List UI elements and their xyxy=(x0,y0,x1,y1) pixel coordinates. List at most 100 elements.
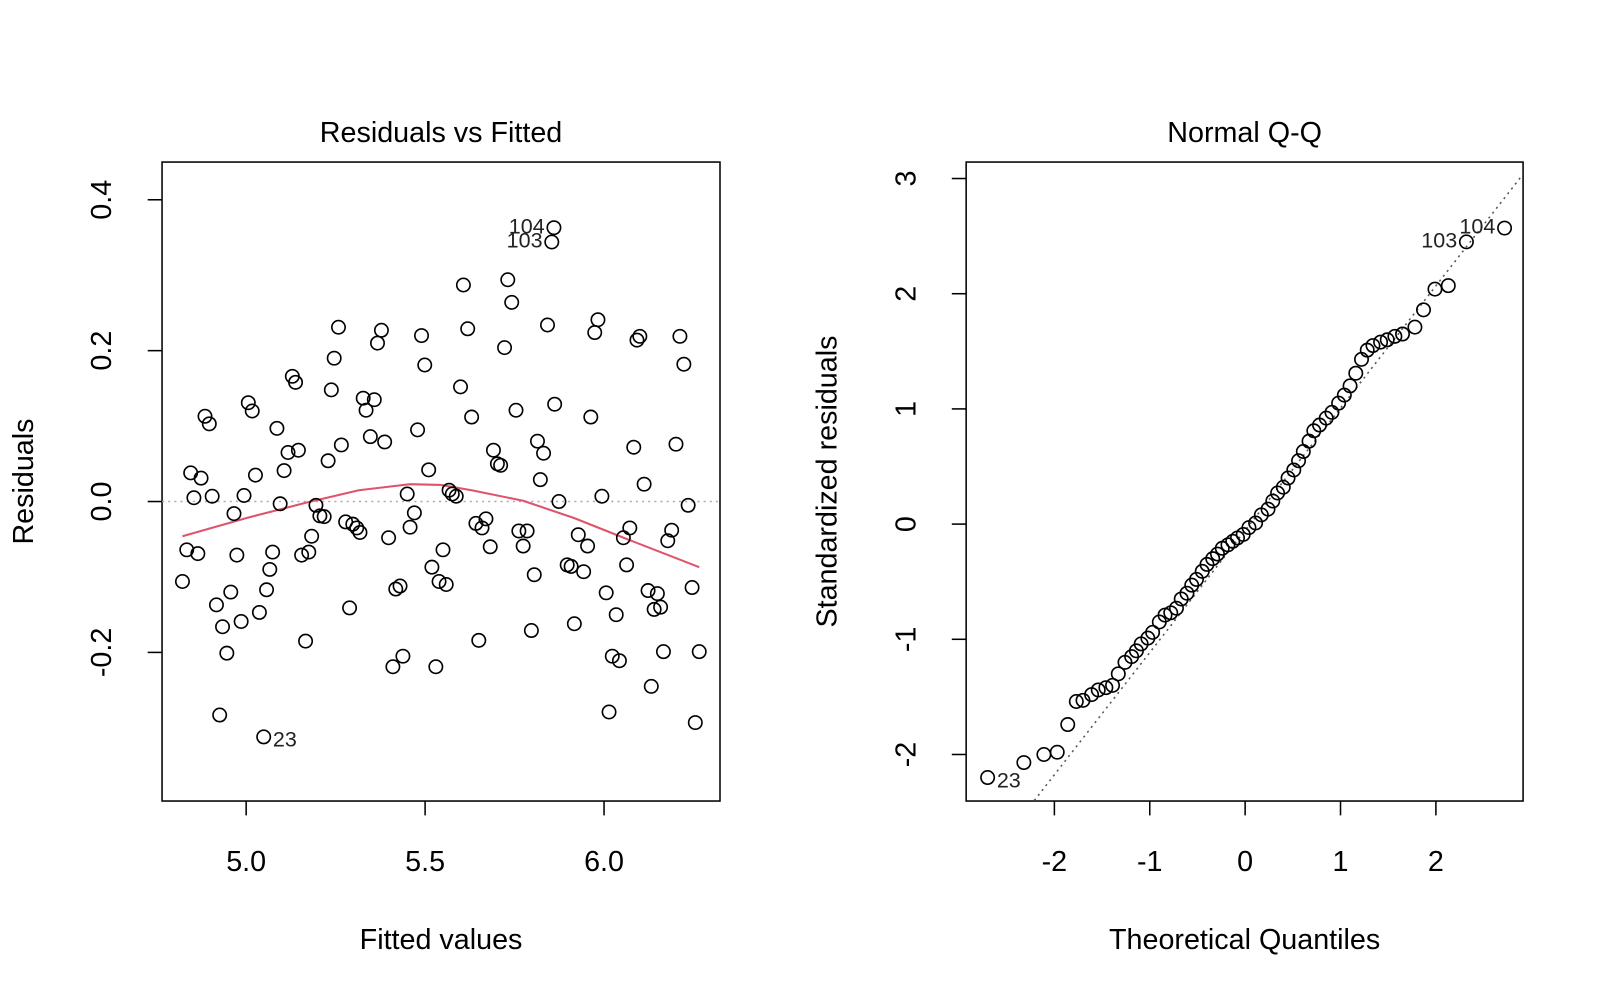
point xyxy=(1068,694,1084,709)
point xyxy=(482,539,498,555)
point xyxy=(1205,551,1221,567)
point xyxy=(208,597,224,613)
point xyxy=(331,319,346,335)
point xyxy=(373,322,389,338)
point xyxy=(684,580,700,596)
point xyxy=(262,561,278,577)
point xyxy=(1110,666,1126,682)
point xyxy=(244,403,260,419)
y-tick-label: -1 xyxy=(890,627,922,653)
point xyxy=(345,516,361,532)
point xyxy=(316,509,332,525)
point xyxy=(301,544,317,560)
point xyxy=(320,453,336,469)
point xyxy=(598,585,614,601)
point xyxy=(288,374,304,390)
point xyxy=(370,335,385,351)
point xyxy=(298,633,314,649)
point xyxy=(672,328,688,344)
point xyxy=(438,577,454,593)
point-label: 103 xyxy=(1421,229,1457,253)
point xyxy=(392,578,408,594)
point xyxy=(478,511,494,527)
point xyxy=(601,704,617,720)
point xyxy=(183,465,199,481)
point xyxy=(532,472,548,488)
point xyxy=(544,234,560,250)
point xyxy=(653,599,669,615)
point xyxy=(399,486,415,502)
plot-frame xyxy=(161,161,721,802)
y-tick-label: 2 xyxy=(890,286,922,302)
point xyxy=(622,520,638,536)
point xyxy=(215,619,231,635)
point xyxy=(608,607,624,623)
point xyxy=(1098,680,1114,696)
point xyxy=(547,396,563,412)
y-tick-label: 0.2 xyxy=(86,331,118,371)
x-tick-label: -2 xyxy=(1042,846,1068,878)
point xyxy=(272,496,288,512)
point xyxy=(1318,410,1334,426)
point-label: 104 xyxy=(1459,215,1495,239)
point xyxy=(1168,600,1184,616)
point xyxy=(640,583,656,599)
point xyxy=(428,659,444,675)
point xyxy=(366,392,382,408)
point xyxy=(529,433,545,449)
point xyxy=(626,439,642,455)
point xyxy=(508,402,524,418)
point xyxy=(504,294,520,310)
point xyxy=(269,420,285,436)
point xyxy=(687,715,703,731)
point xyxy=(223,584,239,600)
point xyxy=(664,522,680,538)
point xyxy=(629,332,645,348)
point xyxy=(323,382,339,398)
point xyxy=(594,488,610,504)
point xyxy=(212,707,228,723)
point xyxy=(485,442,501,458)
point xyxy=(611,653,627,669)
y-axis-label: Residuals xyxy=(8,419,40,545)
point xyxy=(453,379,469,395)
point xyxy=(385,659,401,675)
point xyxy=(1395,326,1411,342)
point xyxy=(1291,453,1307,469)
point xyxy=(632,328,648,344)
point xyxy=(1497,220,1513,236)
x-axis-label: Theoretical Quantiles xyxy=(1109,924,1380,956)
point xyxy=(471,632,487,648)
point xyxy=(381,530,397,546)
point xyxy=(294,547,310,563)
point xyxy=(424,559,440,575)
point xyxy=(676,356,692,372)
point xyxy=(580,538,596,554)
point xyxy=(460,321,476,337)
point-label: 104 xyxy=(509,214,545,238)
point xyxy=(1105,677,1121,693)
y-tick-label: 1 xyxy=(890,401,922,417)
point xyxy=(1270,485,1286,501)
point xyxy=(179,542,195,558)
point xyxy=(1199,556,1215,572)
point xyxy=(1427,281,1443,297)
y-tick-label: -0.2 xyxy=(86,628,118,677)
point xyxy=(448,488,464,504)
point xyxy=(421,462,437,478)
point xyxy=(265,544,281,560)
point xyxy=(1365,338,1381,354)
point xyxy=(1265,493,1281,509)
point xyxy=(576,564,592,580)
y-tick-label: 0.4 xyxy=(86,180,118,220)
point xyxy=(256,729,272,745)
point xyxy=(636,476,652,492)
point xyxy=(643,678,659,694)
point xyxy=(326,350,342,366)
point xyxy=(204,488,220,504)
point xyxy=(1387,328,1403,344)
x-tick-label: -1 xyxy=(1137,846,1163,878)
point xyxy=(229,547,245,563)
